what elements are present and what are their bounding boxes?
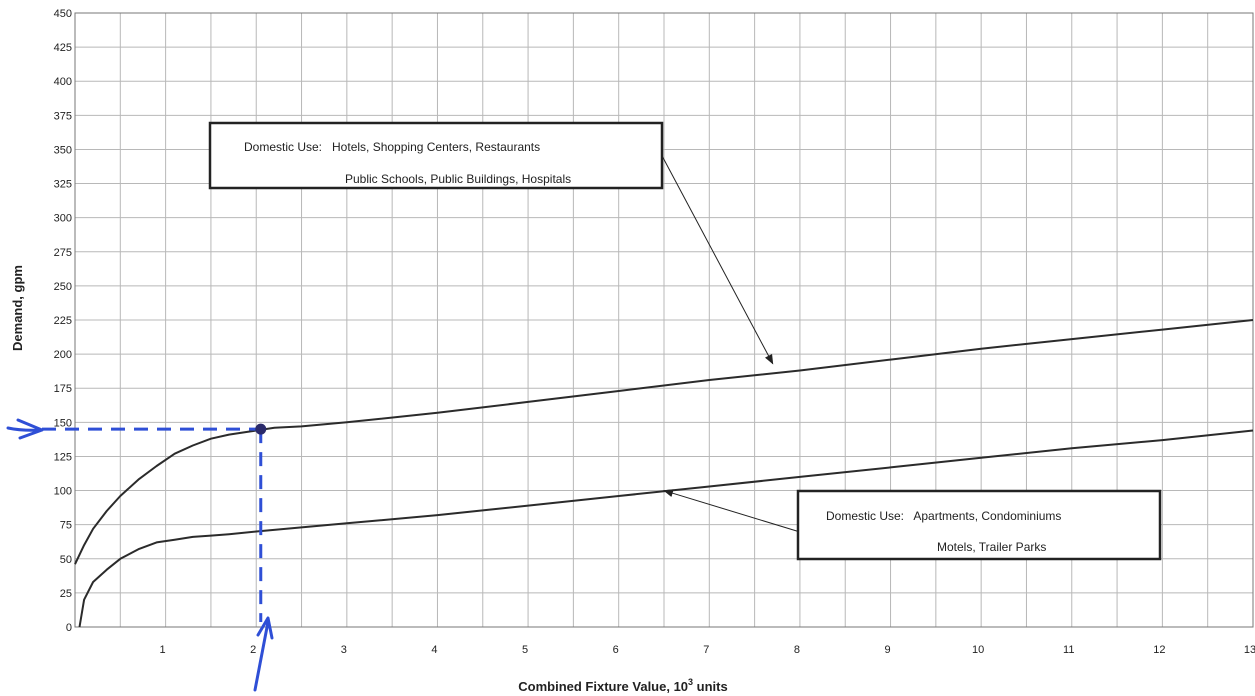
x-tick-label: 4 bbox=[431, 644, 437, 656]
y-tick-label: 250 bbox=[54, 281, 72, 293]
y-tick-label: 425 bbox=[54, 42, 72, 54]
y-tick-label: 400 bbox=[54, 76, 72, 88]
series-line-2 bbox=[78, 429, 1254, 628]
callout-box bbox=[208, 121, 664, 190]
callout-box bbox=[796, 489, 1162, 561]
x-tick-label: 1 bbox=[160, 644, 166, 656]
callout-arrow bbox=[659, 151, 774, 365]
callout-text-line-1: Domestic Use: Hotels, Shopping Centers, … bbox=[244, 140, 540, 154]
y-tick-label: 375 bbox=[54, 110, 72, 122]
x-tick-label: 10 bbox=[972, 644, 984, 656]
callout-arrow bbox=[663, 489, 801, 533]
x-tick-label: 2 bbox=[250, 644, 256, 656]
x-tick-label: 9 bbox=[884, 644, 890, 656]
markup-point bbox=[255, 423, 267, 435]
y-tick-label: 225 bbox=[54, 315, 72, 327]
y-axis-ticks: 0 25 50 75 100 125 150 175 200 225 250 275 300 325 350… bbox=[54, 8, 72, 634]
x-tick-label: 12 bbox=[1153, 644, 1165, 656]
callout-text-line-2: Motels, Trailer Parks bbox=[937, 540, 1046, 554]
y-tick-label: 100 bbox=[54, 486, 72, 498]
y-tick-label: 300 bbox=[54, 213, 72, 225]
y-tick-label: 200 bbox=[54, 349, 72, 361]
y-tick-label: 175 bbox=[54, 383, 72, 395]
y-tick-label: 75 bbox=[60, 520, 72, 532]
y-axis-label: Demand, gpm bbox=[10, 265, 25, 351]
y-tick-label: 125 bbox=[54, 451, 72, 463]
x-tick-label: 11 bbox=[1063, 644, 1074, 656]
y-tick-label: 0 bbox=[66, 622, 72, 634]
chart-callouts: Domestic Use: Hotels, Shopping Centers, … bbox=[208, 121, 1162, 561]
callout-text-line-2: Public Schools, Public Buildings, Hospit… bbox=[345, 172, 571, 186]
markup-arrow-bottom bbox=[253, 616, 274, 692]
y-tick-label: 150 bbox=[54, 417, 72, 429]
x-tick-label: 7 bbox=[703, 644, 709, 656]
x-tick-label: 5 bbox=[522, 644, 528, 656]
x-tick-label: 3 bbox=[341, 644, 347, 656]
x-axis-ticks: 1 2 3 4 5 6 7 8 9 10 11 12 13 bbox=[160, 644, 1255, 656]
y-tick-label: 25 bbox=[60, 588, 72, 600]
y-tick-label: 50 bbox=[60, 554, 72, 566]
x-tick-label: 8 bbox=[794, 644, 800, 656]
x-tick-label: 6 bbox=[613, 644, 619, 656]
handwritten-markup bbox=[6, 418, 274, 692]
y-tick-label: 350 bbox=[54, 144, 72, 156]
markup-arrow-left bbox=[6, 418, 44, 440]
callout-text-line-1: Domestic Use: Apartments, Condominiums bbox=[826, 509, 1061, 523]
y-tick-label: 450 bbox=[54, 8, 72, 20]
x-tick-label: 13 bbox=[1244, 644, 1255, 656]
y-tick-label: 325 bbox=[54, 179, 72, 191]
x-axis-label: Combined Fixture Value, 103 units bbox=[518, 677, 727, 694]
y-tick-label: 275 bbox=[54, 247, 72, 259]
